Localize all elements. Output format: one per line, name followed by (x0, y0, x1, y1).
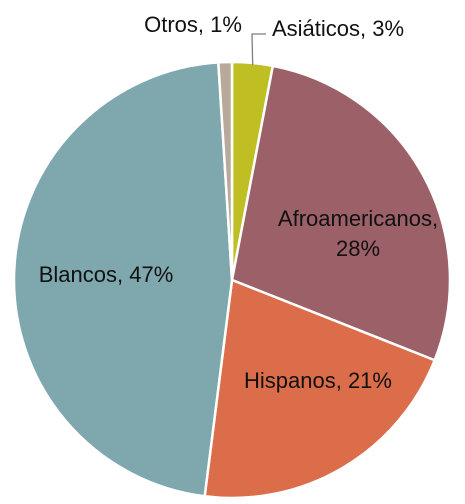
pie-slice-otros (217, 60, 234, 282)
slice-label-afroamericanos: Afroamericanos, 28% (278, 206, 438, 261)
pie-slice-hispanos (203, 278, 436, 500)
leader-line-asiaticos (251, 33, 266, 66)
leader-lines (251, 33, 266, 66)
pie-slices (12, 60, 452, 500)
slice-label-otros: Otros, 1% (144, 12, 242, 37)
pie-slice-blancos (12, 61, 234, 498)
slice-label-blancos: Blancos, 47% (39, 262, 174, 287)
slice-labels: Asiáticos, 3% Afroamericanos, 28% Hispanos,… (39, 12, 438, 393)
pie-slice-afroamericanos (230, 64, 452, 362)
slice-label-asiaticos: Asiáticos, 3% (272, 16, 404, 41)
slice-label-hispanos: Hispanos, 21% (244, 368, 392, 393)
